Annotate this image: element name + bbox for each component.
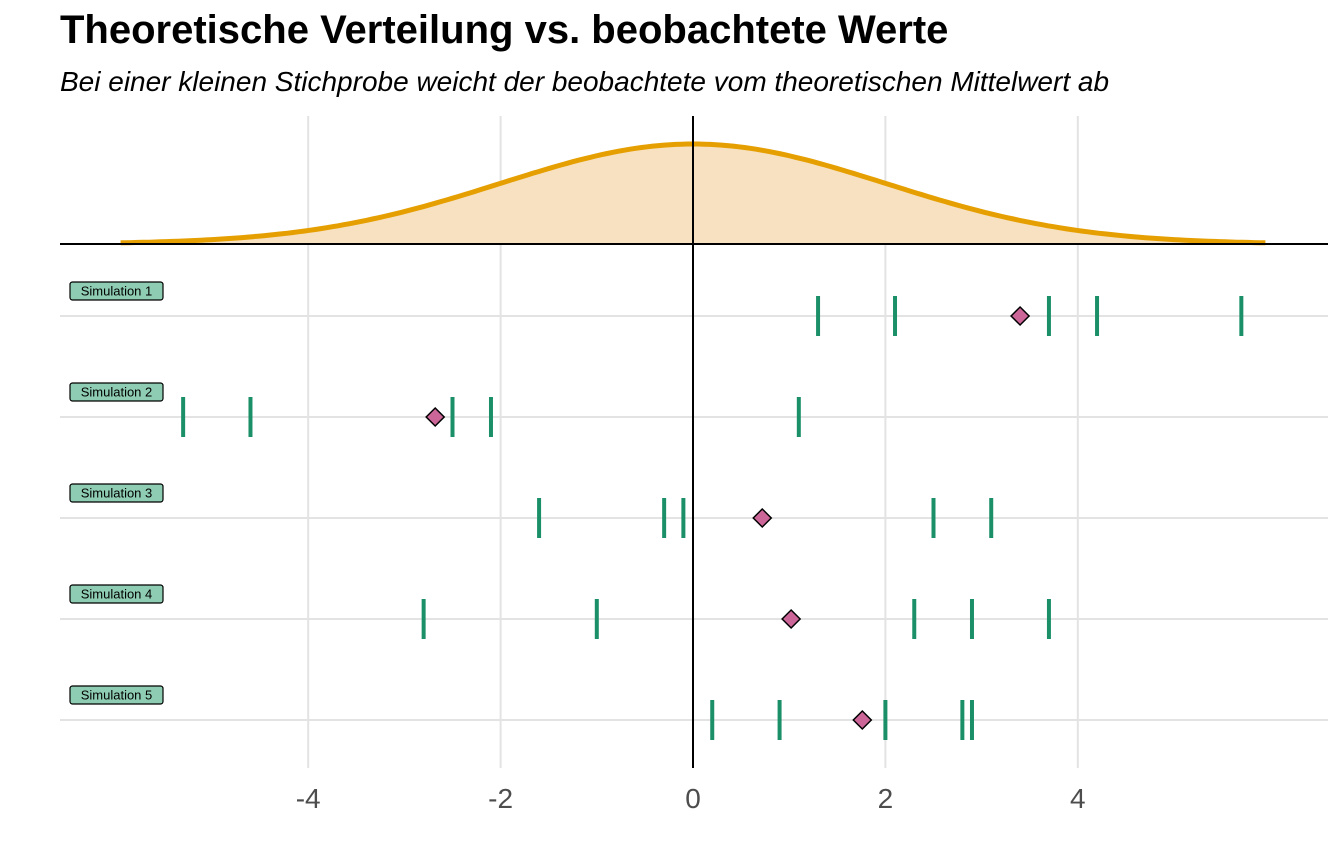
observed-mean-marker xyxy=(752,507,773,529)
observed-mean-marker xyxy=(425,406,446,428)
simulation-label: Simulation 2 xyxy=(81,385,153,400)
x-tick-label: -2 xyxy=(488,783,513,814)
chart-title: Theoretische Verteilung vs. beobachtete … xyxy=(60,8,949,52)
x-tick-label: 4 xyxy=(1070,783,1086,814)
simulation-label: Simulation 4 xyxy=(81,587,153,602)
simulation-label-box xyxy=(69,382,164,402)
simulation-label: Simulation 5 xyxy=(81,688,153,703)
observed-mean-marker xyxy=(781,608,802,630)
simulation-row: Simulation 5 xyxy=(69,685,974,740)
simulation-label-box xyxy=(69,281,164,301)
simulation-layer: Simulation 1 Simulation 2 Simulation 3 Simu… xyxy=(69,281,1244,740)
x-tick-label: -4 xyxy=(296,783,321,814)
simulation-row: Simulation 2 xyxy=(69,382,801,437)
x-tick-label: 2 xyxy=(878,783,894,814)
x-tick-label: 0 xyxy=(685,783,701,814)
axis-layer xyxy=(60,116,1328,768)
x-tick-labels: -4 -2 0 2 4 xyxy=(296,783,1086,814)
simulation-label-box xyxy=(69,685,164,705)
chart-subtitle: Bei einer kleinen Stichprobe weicht der … xyxy=(60,66,1110,97)
observed-mean-marker xyxy=(1010,305,1031,327)
simulation-label: Simulation 3 xyxy=(81,486,153,501)
simulation-label: Simulation 1 xyxy=(81,284,153,299)
simulation-label-box xyxy=(69,483,164,503)
simulation-row: Simulation 3 xyxy=(69,483,994,538)
simulation-label-box xyxy=(69,584,164,604)
observed-mean-marker xyxy=(852,709,873,731)
simulation-row: Simulation 4 xyxy=(69,584,1051,639)
simulation-row: Simulation 1 xyxy=(69,281,1244,336)
